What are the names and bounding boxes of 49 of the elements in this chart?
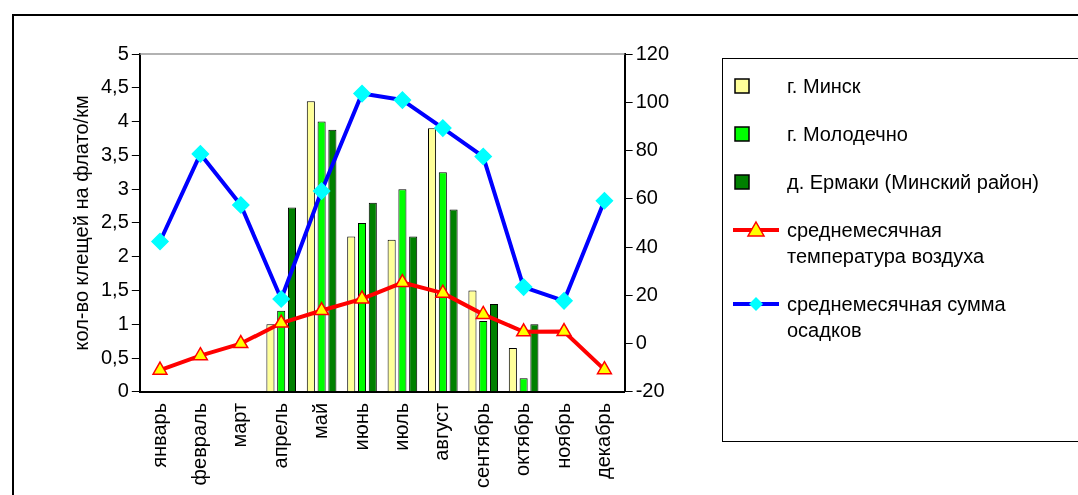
- y-tick-label: 3,5: [100, 142, 129, 165]
- point: [233, 334, 249, 349]
- x-tick-label: март: [228, 402, 251, 448]
- y-tick-label: 5: [117, 41, 129, 64]
- point: [515, 323, 532, 337]
- y2-tick-label: 80: [635, 138, 658, 161]
- y-tick-label: 4,5: [100, 75, 129, 98]
- y-tick-label: 0: [117, 379, 129, 402]
- y-tick-label: 2: [117, 244, 129, 267]
- x-tick-label: декабрь: [591, 402, 614, 479]
- y-axis-title: кол-во клещей на флато/км: [69, 95, 92, 351]
- y2-tick-label: 100: [635, 89, 670, 112]
- x-tick-label: январь: [147, 402, 170, 468]
- point: [313, 301, 330, 316]
- y2-tick-label: 20: [635, 282, 658, 305]
- point: [475, 305, 491, 320]
- x-tick-label: ноябрь: [551, 402, 574, 469]
- y-tick-label: 3: [117, 176, 129, 199]
- legend-label: д. Ермаки (Минский район): [787, 170, 1041, 195]
- legend-label: среднемесячная температура воздуха: [787, 218, 986, 269]
- x-tick-label: май: [309, 402, 332, 439]
- legend-label: среднемесячная сумма осадков: [787, 292, 1007, 343]
- x-tick-label: июль: [389, 402, 412, 451]
- x-tick-label: октябрь: [511, 402, 534, 476]
- y2-tick-label: -20: [635, 379, 665, 402]
- x-tick-label: сентябрь: [470, 402, 493, 488]
- x-tick-label: февраль: [187, 402, 210, 486]
- y2-tick-label: 60: [635, 186, 658, 209]
- y-tick-label: 1,5: [100, 278, 129, 301]
- point: [273, 314, 289, 328]
- point: [152, 361, 168, 375]
- x-tick-label: июнь: [349, 402, 372, 451]
- point: [192, 346, 209, 361]
- legend-label: г. Минск: [787, 74, 862, 99]
- y2-tick-label: 40: [635, 234, 658, 257]
- legend-label: г. Молодечно: [787, 122, 909, 147]
- y-tick-label: 1: [117, 311, 129, 334]
- y2-tick-label: 0: [635, 331, 647, 354]
- y-tick-label: 2,5: [100, 210, 129, 233]
- y-tick-label: 4: [117, 109, 129, 132]
- point: [556, 322, 572, 337]
- x-tick-label: август: [430, 402, 453, 461]
- x-tick-label: апрель: [268, 402, 291, 469]
- point: [596, 360, 613, 375]
- y2-tick-label: 120: [635, 41, 670, 64]
- point: [354, 290, 370, 304]
- y-tick-label: 0,5: [100, 345, 129, 368]
- point: [435, 284, 451, 298]
- point: [394, 273, 411, 288]
